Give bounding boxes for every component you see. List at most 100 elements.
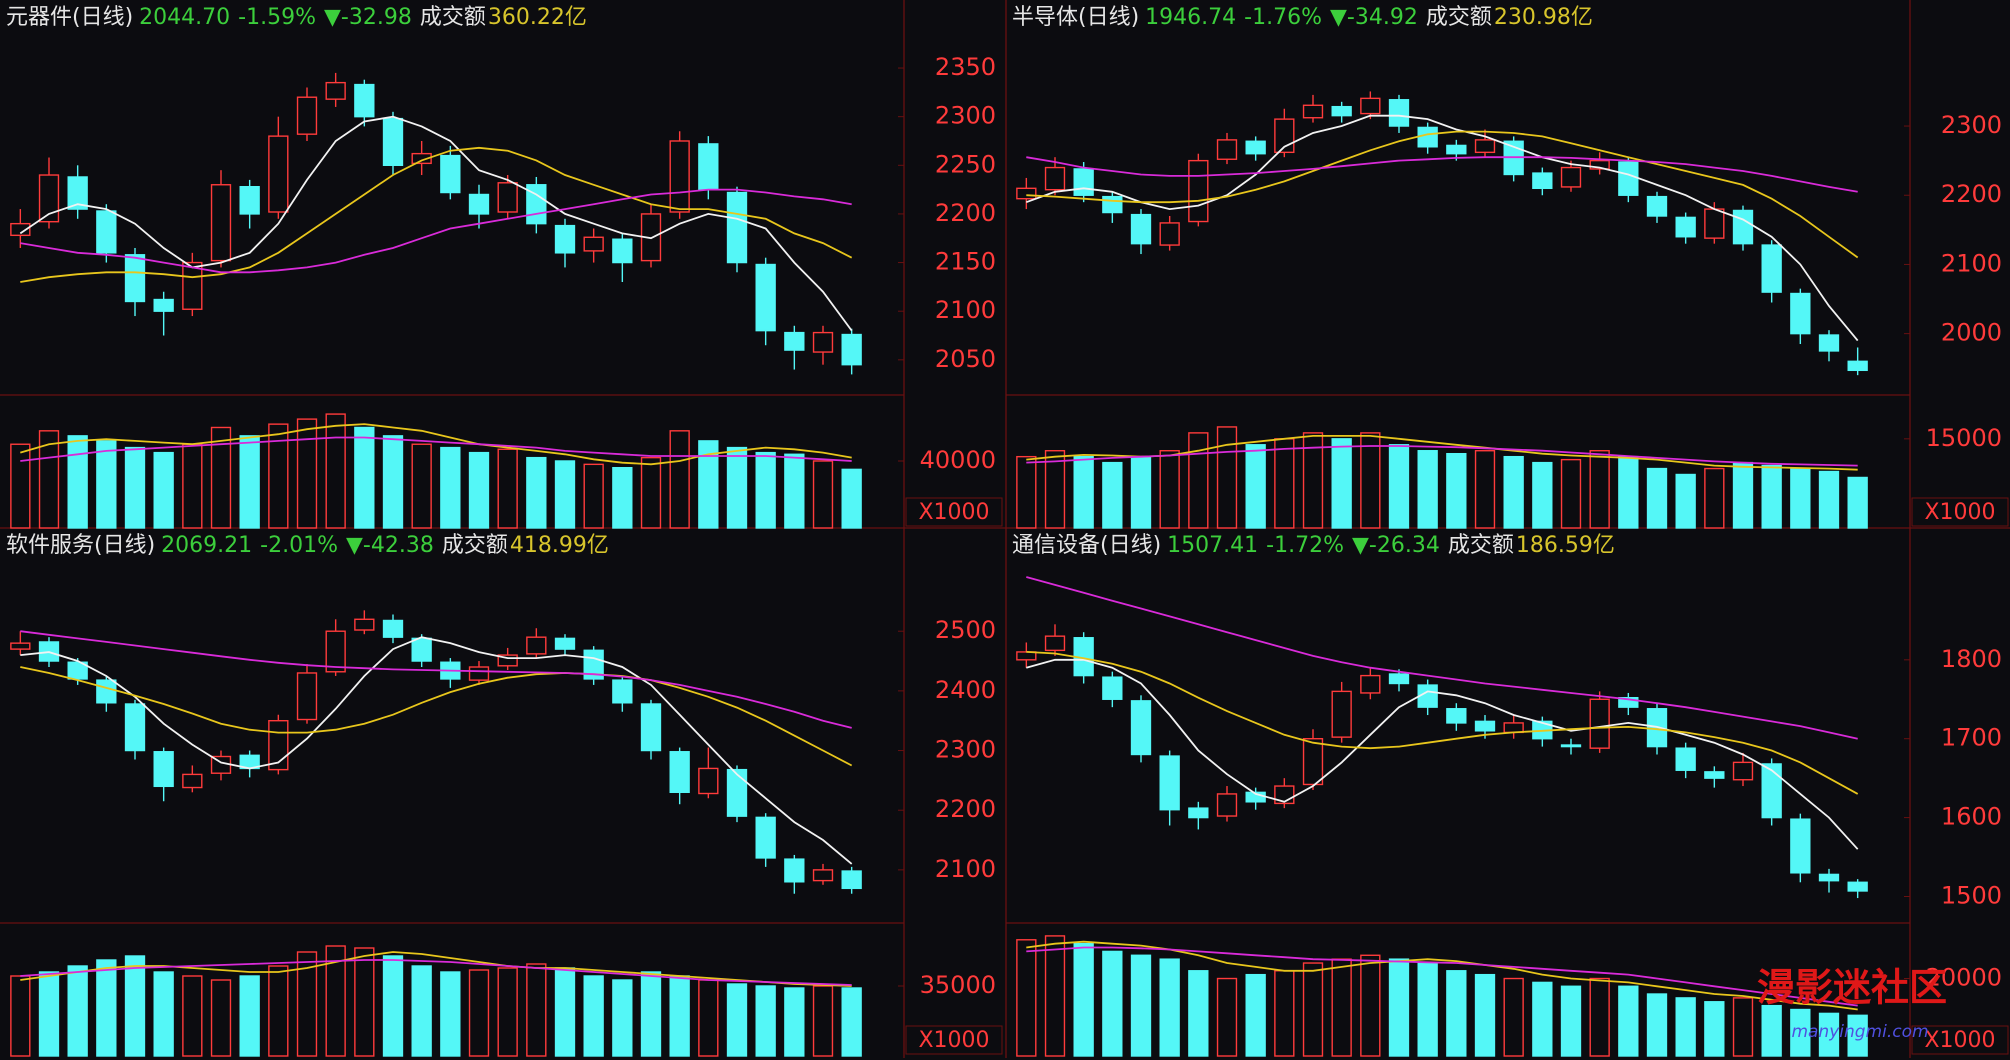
watermark: 漫影迷社区 bbox=[1757, 966, 1947, 1010]
volume-bar bbox=[96, 440, 117, 529]
header-turnover: 360.22亿 bbox=[488, 5, 587, 30]
header-price: 1946.74 bbox=[1145, 5, 1236, 30]
volume-bar bbox=[812, 460, 834, 529]
volume-bar bbox=[784, 453, 805, 529]
volume-bar bbox=[726, 446, 748, 529]
panel-header: 半导体(日线) 1946.74 -1.76% ▼-34.92 成交额230.98亿 bbox=[1012, 5, 1593, 30]
volume-bar bbox=[526, 963, 547, 1057]
volume-bar bbox=[182, 975, 203, 1057]
candle-body bbox=[1159, 755, 1180, 811]
volume-bar bbox=[1216, 426, 1238, 529]
ma-line bbox=[19, 115, 853, 332]
volume-bar bbox=[726, 983, 748, 1057]
volume-bar bbox=[1331, 438, 1352, 529]
candle-body bbox=[554, 224, 576, 254]
volume-tick-label: 40000 bbox=[920, 446, 996, 474]
candle-body bbox=[1847, 360, 1868, 372]
volume-bar bbox=[325, 413, 346, 529]
volume-bar bbox=[38, 430, 60, 529]
y-tick-label: 1600 bbox=[1941, 803, 2002, 831]
candle-body bbox=[1732, 209, 1754, 245]
candle-body bbox=[526, 636, 547, 655]
volume-ma-line bbox=[20, 423, 852, 466]
candle-body bbox=[1130, 213, 1152, 245]
y-tick-label: 2000 bbox=[1941, 319, 2002, 347]
candle-body bbox=[1360, 97, 1381, 115]
volume-bar bbox=[1388, 958, 1410, 1057]
volume-bar bbox=[10, 443, 31, 529]
header-change-pct: -1.72% bbox=[1266, 533, 1344, 558]
candle-body bbox=[1102, 195, 1123, 214]
volume-bar bbox=[1818, 470, 1840, 529]
volume-bar bbox=[1159, 958, 1180, 1057]
volume-bar bbox=[382, 955, 404, 1057]
candle-body bbox=[1589, 159, 1610, 170]
volume-tick-label: 20000 bbox=[1926, 964, 2002, 992]
candle-body bbox=[841, 333, 862, 366]
candle-body bbox=[1245, 140, 1266, 155]
candle-body bbox=[67, 661, 88, 680]
candle-body bbox=[325, 630, 346, 673]
candle-body bbox=[1417, 684, 1438, 708]
candle-body bbox=[1560, 166, 1582, 188]
volume-bar bbox=[440, 446, 461, 529]
candle-body bbox=[1560, 744, 1582, 748]
volume-bar bbox=[1331, 958, 1352, 1057]
volume-bar bbox=[1274, 438, 1295, 529]
candle-body bbox=[1446, 144, 1467, 155]
volume-bar bbox=[153, 451, 174, 529]
unit-box bbox=[905, 497, 1003, 527]
volume-bar bbox=[1474, 973, 1496, 1057]
candle-body bbox=[1388, 99, 1410, 127]
candle-body bbox=[698, 767, 719, 795]
volume-bar bbox=[1130, 954, 1152, 1057]
candle-body bbox=[182, 261, 203, 310]
y-tick-label: 2300 bbox=[935, 736, 996, 764]
volume-bar bbox=[841, 987, 862, 1057]
volume-bar bbox=[1073, 942, 1094, 1057]
header-price: 1507.41 bbox=[1167, 533, 1258, 558]
volume-bar bbox=[1130, 455, 1152, 529]
header-change-pct: -1.76% bbox=[1244, 5, 1322, 30]
volume-bar bbox=[1388, 444, 1410, 529]
header-price: 2044.70 bbox=[139, 5, 230, 30]
volume-bar bbox=[1790, 467, 1811, 529]
volume-bar bbox=[698, 979, 719, 1057]
volume-bar bbox=[1589, 977, 1610, 1057]
candle-body bbox=[239, 185, 260, 215]
candle-body bbox=[1675, 216, 1696, 238]
candle-body bbox=[1474, 720, 1496, 732]
header-price: 2069.21 bbox=[161, 533, 252, 558]
panel-header: 元器件(日线) 2044.70 -1.59% ▼-32.98 成交额360.22亿 bbox=[6, 5, 587, 30]
volume-ma-line bbox=[1026, 946, 1858, 1007]
header-title: 通信设备(日线) bbox=[1012, 533, 1161, 558]
panel-header: 软件服务(日线) 2069.21 -2.01% ▼-42.38 成交额418.99亿 bbox=[6, 533, 609, 558]
candle-body bbox=[10, 642, 31, 650]
volume-bar bbox=[468, 451, 490, 529]
y-tick-label: 2300 bbox=[935, 102, 996, 130]
candle-body bbox=[153, 298, 174, 312]
candle-body bbox=[1446, 708, 1467, 724]
volume-bar bbox=[1646, 993, 1668, 1057]
volume-bar bbox=[67, 965, 88, 1057]
candle-body bbox=[726, 191, 748, 264]
y-tick-label: 2300 bbox=[1941, 111, 2002, 139]
volume-bar bbox=[1102, 461, 1123, 529]
candle-body bbox=[841, 870, 862, 890]
candle-body bbox=[1790, 818, 1811, 874]
candle-body bbox=[67, 176, 88, 210]
volume-bar bbox=[1503, 977, 1524, 1057]
volume-bar bbox=[440, 971, 461, 1057]
header-change: ▼-26.34 bbox=[1352, 533, 1440, 558]
header-title: 软件服务(日线) bbox=[6, 533, 155, 558]
candle-body bbox=[1188, 807, 1209, 819]
candle-body bbox=[1618, 161, 1639, 196]
candle-body bbox=[612, 679, 633, 704]
volume-bar bbox=[10, 975, 31, 1057]
header-change: ▼-32.98 bbox=[324, 5, 412, 30]
candle-body bbox=[755, 263, 776, 332]
volume-bar bbox=[1704, 1001, 1725, 1057]
volume-bar bbox=[1274, 970, 1295, 1057]
y-tick-label: 2200 bbox=[935, 199, 996, 227]
